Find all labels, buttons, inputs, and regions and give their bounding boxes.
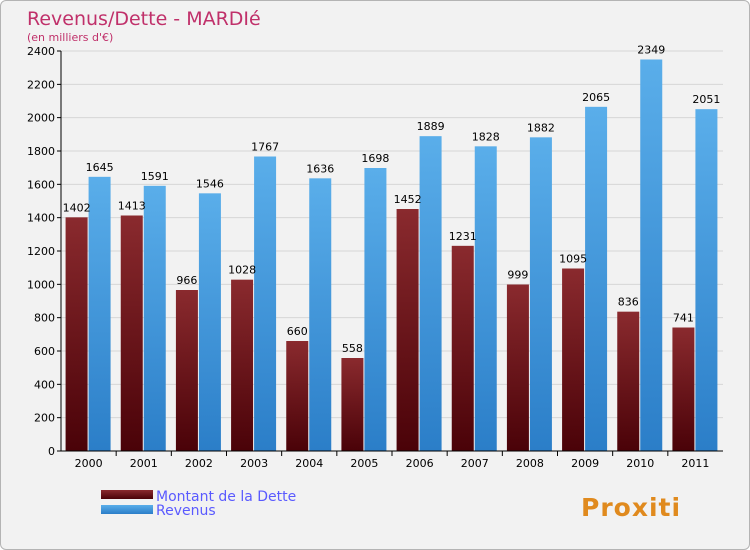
y-tick-label: 2200 [27, 78, 55, 91]
bar-revenue [88, 176, 111, 452]
bar-debt [120, 215, 143, 451]
y-tick-label: 400 [34, 378, 55, 391]
data-label-revenue: 1889 [417, 120, 445, 133]
bar-debt [175, 290, 198, 451]
bar-revenue [474, 146, 497, 452]
data-label-debt: 660 [287, 325, 308, 338]
bar-revenue [695, 109, 718, 452]
data-label-revenue: 1828 [472, 130, 500, 143]
legend: Montant de la Dette Revenus [101, 489, 296, 519]
legend-swatch-revenue [101, 505, 153, 514]
data-label-debt: 1452 [394, 193, 422, 206]
x-tick-label: 2000 [75, 457, 103, 470]
bar-revenue [364, 168, 387, 451]
data-label-debt: 1095 [559, 253, 587, 266]
legend-swatch-debt [101, 490, 153, 499]
data-label-revenue: 1546 [196, 177, 224, 190]
bar-revenue [198, 193, 221, 452]
data-label-revenue: 1591 [141, 170, 169, 183]
y-tick-label: 1800 [27, 145, 55, 158]
data-label-debt: 836 [618, 296, 639, 309]
x-tick-label: 2008 [516, 457, 544, 470]
data-label-revenue: 1645 [86, 161, 114, 174]
bar-debt [286, 341, 309, 451]
x-tick-label: 2005 [350, 457, 378, 470]
data-label-debt: 1231 [449, 230, 477, 243]
data-label-revenue: 1636 [306, 162, 334, 175]
bar-revenue [254, 156, 277, 451]
proxiti-logo: Proxiti [581, 493, 681, 522]
chart-title: Revenus/Dette - MARDIé [27, 8, 261, 30]
data-label-revenue: 1698 [361, 152, 389, 165]
data-label-revenue: 1767 [251, 141, 279, 154]
legend-label-revenue: Revenus [156, 503, 216, 519]
x-tick-label: 2006 [406, 457, 434, 470]
bar-debt [396, 209, 419, 451]
y-tick-label: 200 [34, 412, 55, 425]
bar-debt [341, 358, 364, 451]
bar-revenue [529, 137, 552, 452]
bar-debt [231, 279, 254, 451]
data-label-debt: 1402 [63, 201, 91, 214]
y-axis: 0 200 400 600 800 1000 1200 1400 1600 1800 2000 220… [27, 45, 61, 458]
data-label-revenue: 2051 [692, 93, 720, 106]
grid [61, 50, 723, 419]
bar-revenue [419, 136, 442, 451]
logo-text: Proxiti [581, 493, 681, 522]
x-axis: 2000 2001 2002 2003 2004 2005 2006 2007 2008 2009… [75, 451, 709, 470]
y-tick-label: 1200 [27, 245, 55, 258]
bar-debt [506, 284, 529, 451]
bar-debt [617, 311, 640, 451]
y-tick-label: 2000 [27, 112, 55, 125]
y-tick-label: 0 [48, 445, 55, 458]
data-label-debt: 558 [342, 342, 363, 355]
x-tick-label: 2011 [681, 457, 709, 470]
x-tick-label: 2009 [571, 457, 599, 470]
bar-revenue [585, 106, 608, 451]
x-tick-label: 2001 [130, 457, 158, 470]
data-labels: 1402 1645 1413 1591 966 1546 1028 1767 660 1636 55… [63, 44, 721, 356]
x-tick-label: 2004 [295, 457, 323, 470]
chart-subtitle: (en milliers d'€) [27, 31, 113, 44]
data-label-debt: 966 [176, 274, 197, 287]
bar-debt [451, 245, 474, 451]
x-tick-label: 2003 [240, 457, 268, 470]
y-tick-label: 1400 [27, 212, 55, 225]
bars [65, 59, 718, 452]
legend-label-debt: Montant de la Dette [156, 489, 296, 505]
y-tick-label: 600 [34, 345, 55, 358]
data-label-debt: 1028 [228, 264, 256, 277]
x-tick-label: 2002 [185, 457, 213, 470]
data-label-debt: 999 [507, 269, 528, 282]
y-tick-label: 2400 [27, 45, 55, 58]
data-label-revenue: 1882 [527, 121, 555, 134]
y-tick-label: 1600 [27, 178, 55, 191]
bar-revenue [309, 178, 332, 452]
data-label-revenue: 2349 [637, 44, 665, 57]
bar-debt [65, 217, 88, 451]
bar-revenue [640, 59, 663, 451]
bar-debt [562, 268, 585, 451]
x-tick-label: 2010 [626, 457, 654, 470]
bar-debt [672, 327, 695, 451]
y-tick-label: 1000 [27, 278, 55, 291]
x-tick-label: 2007 [461, 457, 489, 470]
y-tick-label: 800 [34, 312, 55, 325]
data-label-debt: 1413 [118, 200, 146, 213]
data-label-revenue: 2065 [582, 91, 610, 104]
data-label-debt: 741 [673, 312, 694, 325]
bar-revenue [143, 185, 166, 452]
